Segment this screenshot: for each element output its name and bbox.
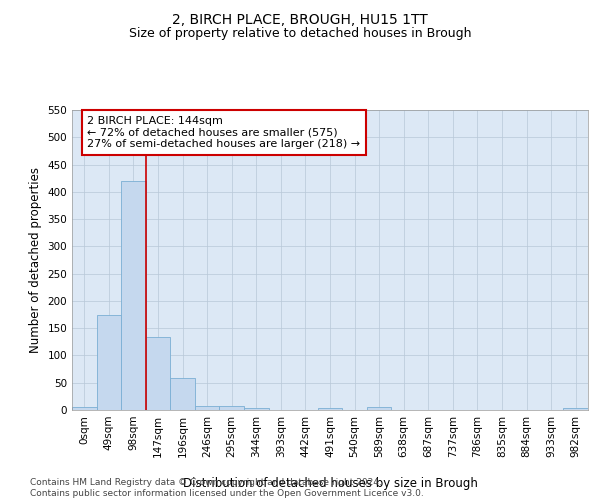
Bar [563,408,588,410]
Text: 2, BIRCH PLACE, BROUGH, HU15 1TT: 2, BIRCH PLACE, BROUGH, HU15 1TT [172,12,428,26]
Y-axis label: Number of detached properties: Number of detached properties [29,167,42,353]
Text: 2 BIRCH PLACE: 144sqm
← 72% of detached houses are smaller (575)
27% of semi-det: 2 BIRCH PLACE: 144sqm ← 72% of detached … [88,116,361,149]
Bar [121,181,146,410]
Text: Contains HM Land Registry data © Crown copyright and database right 2024.
Contai: Contains HM Land Registry data © Crown c… [30,478,424,498]
Bar [146,338,170,410]
Bar [318,408,342,410]
Bar [195,406,220,410]
Bar [244,408,269,410]
Text: Size of property relative to detached houses in Brough: Size of property relative to detached ho… [129,28,471,40]
Bar [367,408,391,410]
Bar [170,378,195,410]
Bar [72,408,97,410]
Text: Distribution of detached houses by size in Brough: Distribution of detached houses by size … [182,477,478,490]
Bar [220,406,244,410]
Bar [97,314,121,410]
